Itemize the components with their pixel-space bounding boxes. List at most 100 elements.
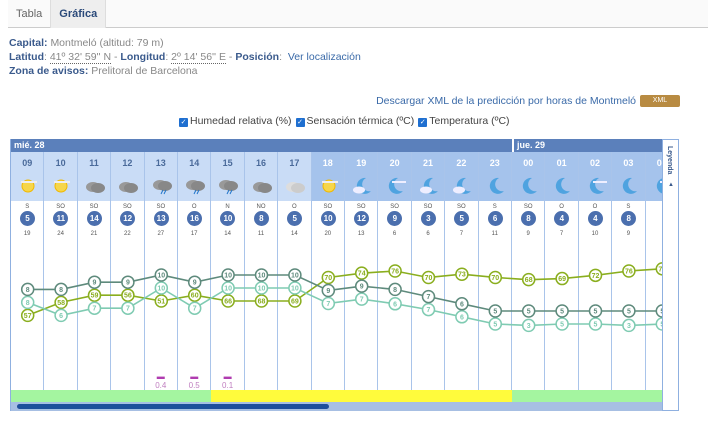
feels-like-point: 7 (87, 301, 102, 315)
temperature-value: 8 (393, 287, 397, 294)
wind-speed-badge: 3 (420, 211, 436, 226)
wind-speed-badge: 4 (554, 211, 570, 226)
humidity-value: 57 (24, 313, 32, 320)
temp-checkbox[interactable]: ✓ Temperatura (ºC) (418, 115, 510, 127)
hour-label: 22 (456, 158, 467, 168)
humidity-point: 66 (221, 294, 235, 308)
hour-label: 11 (89, 158, 99, 168)
humidity-value: 69 (291, 299, 299, 306)
wind-speed-badge: 13 (153, 211, 169, 226)
location-link[interactable]: Ver localización (287, 51, 361, 63)
precip-bar-icon: ▬ (156, 372, 165, 381)
temperature-point: 9 (321, 283, 336, 298)
feels-checkbox[interactable]: ✓ Sensación térmica (ºC) (295, 115, 414, 127)
wind-gust: 20 (324, 231, 332, 237)
wind-speed-badge: 8 (521, 211, 536, 226)
wind-gust: 22 (124, 231, 131, 237)
wind-direction: O (292, 204, 297, 210)
humidity-point: 78 (655, 262, 662, 276)
temperature-value: 5 (560, 309, 564, 316)
wind-direction: SO (323, 204, 333, 210)
wind-gust: 6 (426, 231, 430, 237)
feels-like-point: 7 (187, 301, 202, 315)
humidity-value: 76 (391, 269, 399, 276)
tab-tabla[interactable]: Tabla (16, 8, 43, 20)
download-xml-link[interactable]: Descargar XML de la predicción por horas… (376, 95, 636, 107)
hour-header: 17 (278, 152, 311, 201)
humidity-value: 76 (625, 269, 633, 276)
feels-like-point: 6 (388, 297, 402, 311)
horizontal-scrollbar[interactable] (11, 402, 662, 411)
wind-speed-badge: 8 (621, 211, 637, 226)
hour-header: 12 (111, 152, 144, 201)
hour-label: 04 (656, 158, 662, 168)
precip-bar-icon: ▬ (190, 372, 199, 381)
temperature-value: 9 (326, 288, 330, 295)
humidity-value: 70 (491, 275, 499, 282)
hour-column: 19 SO 12 13 (345, 152, 379, 390)
moon-cloud-icon (419, 177, 438, 194)
legend-panel[interactable]: Leyenda ▲ (662, 139, 679, 411)
temperature-point: 10 (221, 268, 235, 282)
wind-speed-badge: 12 (354, 211, 369, 226)
moon-cloud-icon (453, 177, 472, 194)
legend-label: Leyenda (666, 146, 673, 175)
feels-like-point: 7 (321, 296, 336, 311)
hour-column: 12 SO 12 22 (111, 152, 145, 390)
wind-speed-badge: 4 (587, 211, 603, 226)
humidity-value: 56 (124, 293, 132, 300)
humidity-point: 76 (622, 264, 636, 278)
temperature-value: 9 (93, 280, 97, 287)
capital-value: Montmeló (altitud: 79 m) (50, 37, 164, 49)
xml-button[interactable]: XML (640, 95, 680, 107)
feels-like-value: 7 (427, 307, 431, 314)
wind-direction: SO (356, 204, 366, 210)
hour-label: 19 (356, 158, 367, 168)
clouds-icon (119, 182, 139, 193)
humidity-point: 72 (588, 268, 603, 283)
scroll-thumb[interactable] (17, 404, 329, 409)
wind-gust: 6 (392, 231, 397, 237)
feels-like-value: 10 (157, 286, 165, 293)
humidity-point: 74 (354, 266, 369, 280)
wind-gust: 14 (291, 231, 298, 237)
humidity-checkbox[interactable]: ✓ Humedad relativa (%) (179, 115, 292, 127)
feels-like-value: 10 (224, 286, 232, 293)
hour-column: 04 (645, 152, 662, 390)
humidity-value: 74 (358, 271, 366, 278)
temperature-value: 10 (224, 273, 232, 280)
tab-grafica[interactable]: Gráfica (50, 0, 107, 28)
temperature-value: 10 (291, 273, 299, 280)
view-tabs: Tabla Gráfica (8, 0, 708, 28)
humidity-point: 69 (288, 294, 302, 308)
temperature-point: 5 (622, 304, 636, 318)
hour-column: 03 S 8 9 (612, 152, 646, 390)
temperature-point: 9 (121, 275, 135, 289)
humidity-value: 70 (425, 275, 433, 282)
feels-like-point: 7 (421, 302, 436, 317)
wind-direction: SO (56, 204, 65, 210)
wind-direction: SO (89, 204, 99, 210)
precip-bar-icon: ▬ (223, 372, 232, 381)
hour-column: 18 SO 10 20 (311, 152, 345, 390)
wind-speed-badge: 11 (53, 211, 69, 226)
hour-header: 02 (578, 152, 612, 201)
feels-like-value: 8 (26, 300, 30, 307)
hour-column: 23 S 6 11 (478, 152, 512, 390)
temperature-point: 8 (388, 282, 402, 297)
zone-line: Zona de avisos: Prelitoral de Barcelona (9, 65, 198, 77)
temperature-value: 7 (427, 294, 431, 301)
humidity-point: 57 (20, 308, 35, 323)
feels-like-value: 5 (493, 322, 497, 329)
humidity-point: 68 (521, 272, 536, 287)
feels-like-value: 7 (360, 297, 364, 304)
feels-like-point: 5 (655, 317, 662, 331)
humidity-value: 58 (57, 300, 65, 307)
humidity-point: 56 (121, 288, 135, 302)
wind-gust: 27 (157, 231, 165, 237)
wind-gust: 7 (559, 231, 564, 237)
